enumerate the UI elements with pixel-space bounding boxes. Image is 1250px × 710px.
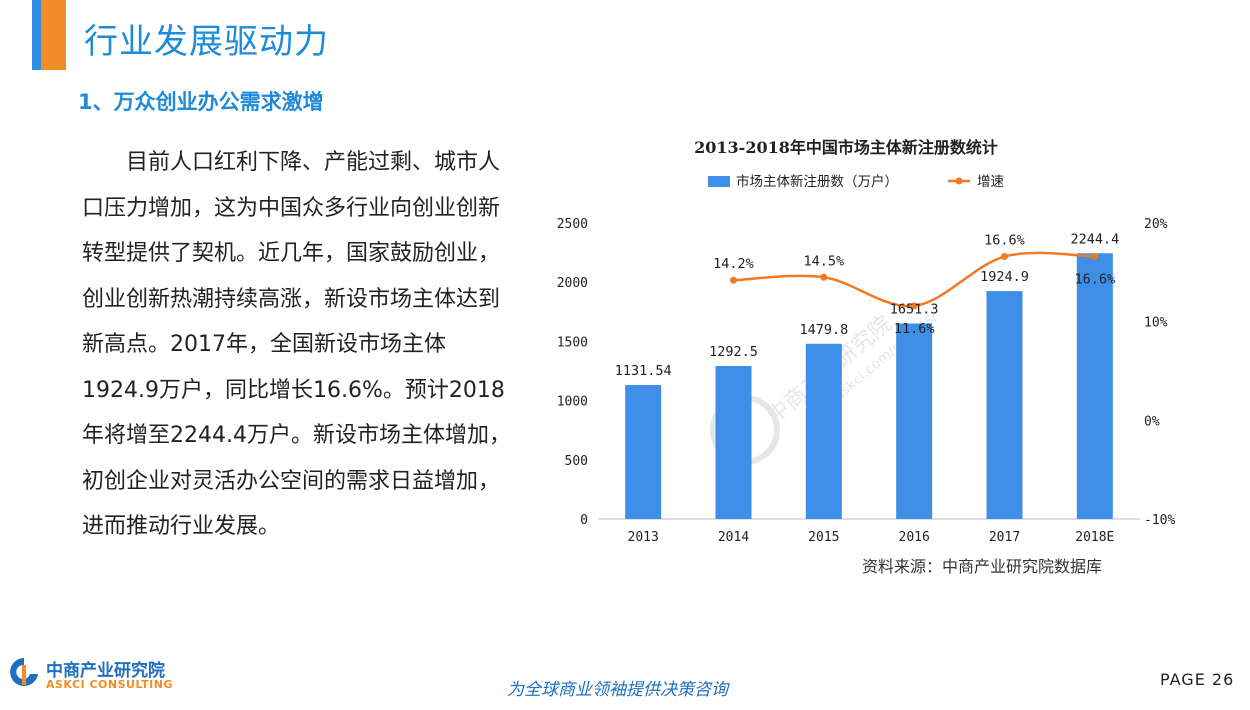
- growth-point: [1091, 253, 1099, 261]
- growth-point: [820, 273, 828, 281]
- y-tick-label: 1000: [557, 395, 588, 410]
- bar: [625, 385, 662, 519]
- bar-value-label: 1292.5: [709, 344, 758, 360]
- legend-bar-swatch: [708, 176, 730, 187]
- logo-name-cn: 中商产业研究院: [46, 661, 165, 681]
- legend-line-marker: [955, 177, 963, 185]
- bar-value-label: 2244.4: [1070, 231, 1119, 247]
- growth-point: [730, 276, 737, 284]
- bar: [715, 365, 752, 519]
- bar: [986, 291, 1023, 519]
- bar-value-label: 1651.3: [890, 301, 939, 317]
- plot-area: 0 500 1000 1500 2000 2500 -10% 0% 10% 20% 2013 2014…: [557, 217, 1176, 545]
- y2-tick-label: 0%: [1144, 414, 1160, 429]
- bar-value-label: 1479.8: [799, 322, 848, 338]
- growth-point: [910, 302, 918, 310]
- source-note: 资料来源：中商产业研究院数据库: [862, 557, 1103, 576]
- x-tick-label: 2017: [989, 530, 1020, 545]
- y2-tick-label: 20%: [1144, 217, 1168, 232]
- x-tick-label: 2013: [628, 530, 659, 545]
- y-tick-label: 1500: [557, 335, 588, 350]
- growth-value-label: 16.6%: [984, 233, 1025, 249]
- x-tick-label: 2015: [808, 530, 839, 545]
- y-tick-label: 500: [565, 454, 588, 469]
- x-tick-label: 2016: [899, 530, 930, 545]
- page-title: 行业发展驱动力: [84, 22, 329, 62]
- logo-name-en: ASKCI CONSULTING: [46, 678, 173, 691]
- growth-value-label: 16.6%: [1075, 272, 1116, 288]
- bar: [896, 323, 933, 519]
- logo-icon: [10, 658, 39, 686]
- bar: [805, 343, 842, 519]
- bar-value-label: 1924.9: [980, 269, 1029, 285]
- bar-value-label: 1131.54: [615, 363, 672, 379]
- body-text: 目前人口红利下降、产能过剩、城市人口压力增加，这为中国众多行业向创业创新转型提供…: [82, 140, 512, 550]
- chart-title: 2013-2018年中国市场主体新注册数统计: [694, 138, 998, 157]
- y-tick-label: 0: [580, 513, 588, 528]
- growth-value-label: 14.2%: [713, 256, 754, 272]
- legend-line-label: 增速: [977, 174, 1004, 190]
- header-accent-orange: [41, 0, 66, 70]
- y-tick-label: 2500: [557, 217, 588, 232]
- chart: 2013-2018年中国市场主体新注册数统计 市场主体新注册数（万户） 增速 中…: [557, 138, 1176, 545]
- y-tick-label: 2000: [557, 276, 588, 291]
- company-logo: 中商产业研究院 ASKCI CONSULTING: [8, 656, 188, 696]
- y2-tick-label: -10%: [1144, 513, 1175, 528]
- growth-line: [733, 251, 1095, 308]
- x-tick-label: 2018E: [1075, 530, 1114, 545]
- x-tick-label: 2014: [718, 530, 749, 545]
- legend-bar-label: 市场主体新注册数（万户）: [736, 173, 898, 190]
- header-accent-blue: [32, 0, 41, 70]
- footer-slogan: 为全球商业领袖提供决策咨询: [507, 680, 728, 700]
- page-number: PAGE 26: [1160, 670, 1235, 689]
- body-paragraph: 目前人口红利下降、产能过剩、城市人口压力增加，这为中国众多行业向创业创新转型提供…: [82, 150, 511, 539]
- section-title: 1、万众创业办公需求激增: [78, 90, 324, 114]
- growth-value-label: 14.5%: [804, 253, 845, 269]
- bar: [1076, 253, 1113, 519]
- y2-tick-label: 10%: [1144, 316, 1168, 331]
- growth-value-label: 11.6%: [894, 321, 935, 337]
- growth-point: [1001, 253, 1008, 261]
